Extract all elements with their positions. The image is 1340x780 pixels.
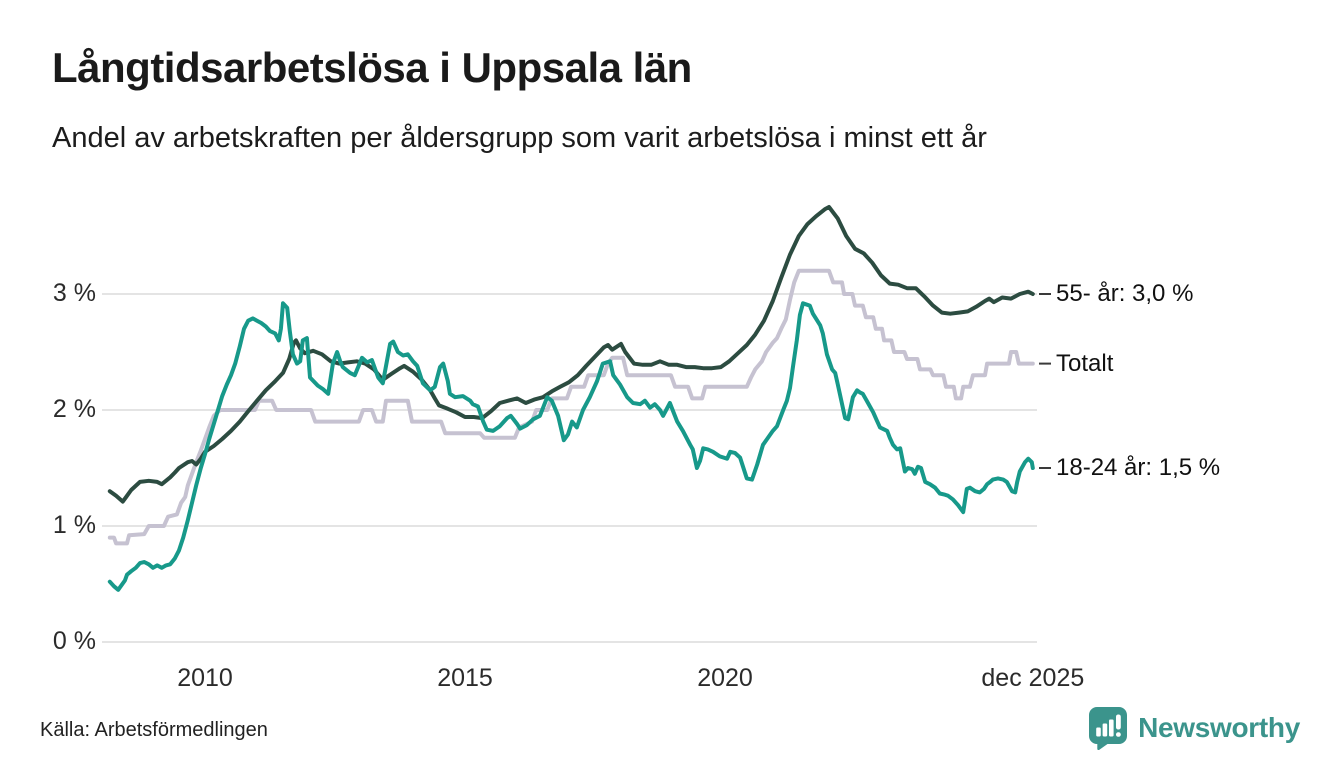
newsworthy-wordmark: Newsworthy (1138, 712, 1300, 743)
end-label-18-24-r: 18-24 år: 1,5 % (1056, 454, 1221, 481)
y-tick-label: 2 % (52, 394, 96, 423)
series-line-totalt (107, 268, 1035, 546)
x-tick-label: 2020 (697, 664, 753, 692)
page-title: Långtidsarbetslösa i Uppsala län (52, 44, 692, 91)
chart-subtitle: Andel av arbetskraften per åldersgrupp s… (52, 122, 987, 154)
end-label-55-r: 55- år: 3,0 % (1056, 280, 1194, 307)
y-tick-label: 3 % (52, 278, 96, 307)
y-tick-label: 1 % (52, 510, 96, 539)
series-line-55-r (107, 205, 1035, 504)
x-tick-label: 2015 (437, 664, 493, 692)
x-tick-label: dec 2025 (981, 664, 1085, 692)
series-line-18-24-r (107, 301, 1035, 592)
newsworthy-logo: Newsworthy (1088, 706, 1300, 750)
newsworthy-bubble-chart-icon (1089, 707, 1128, 750)
x-tick-label: 2010 (177, 664, 233, 692)
source-note: Källa: Arbetsförmedlingen (40, 719, 268, 741)
y-tick-label: 0 % (52, 626, 96, 655)
end-label-totalt: Totalt (1056, 349, 1114, 377)
